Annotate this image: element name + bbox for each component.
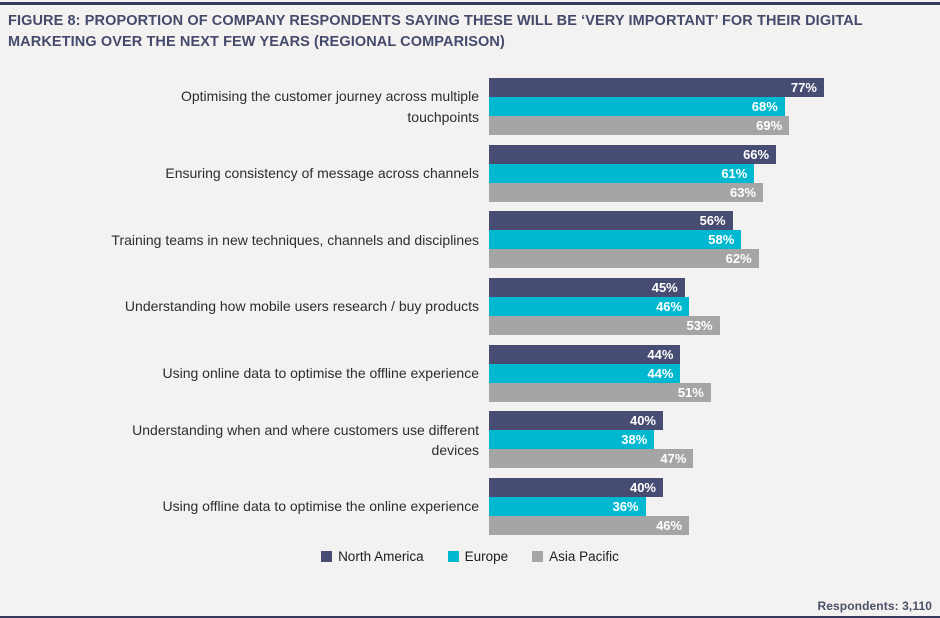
bar-group: 40% 36% 46%	[489, 478, 924, 536]
bar-group: 40% 38% 47%	[489, 411, 924, 469]
category-label: Understanding how mobile users research …	[0, 278, 489, 335]
figure-title: FIGURE 8: PROPORTION OF COMPANY RESPONDE…	[8, 11, 932, 52]
bar-europe: 38%	[489, 430, 655, 450]
bar-north-america: 45%	[489, 278, 685, 298]
bar-value-label: 66%	[743, 146, 770, 162]
bar-value-label: 62%	[725, 251, 752, 267]
bar-value-label: 61%	[721, 165, 748, 181]
bar-asia-pacific: 53%	[489, 316, 720, 336]
chart-row-3: Training teams in new techniques, channe…	[0, 211, 940, 269]
legend-label: Asia Pacific	[549, 549, 619, 564]
bar-europe: 44%	[489, 363, 681, 383]
bar-europe: 68%	[489, 97, 785, 116]
bar-value-label: 68%	[751, 99, 778, 114]
top-rule	[0, 2, 940, 5]
bar-value-label: 40%	[629, 413, 656, 429]
bar-north-america: 66%	[489, 144, 777, 164]
bar-north-america: 44%	[489, 344, 681, 364]
legend-item-europe: Europe	[447, 549, 509, 564]
category-label-line: touchpoints	[407, 108, 479, 125]
legend-label: Europe	[464, 549, 509, 564]
bar-value-label: 40%	[629, 480, 656, 496]
bar-north-america: 40%	[489, 478, 663, 498]
bar-north-america: 40%	[489, 411, 663, 431]
chart-row-4: Understanding how mobile users research …	[0, 278, 940, 336]
chart-row-6: Understanding when and where customers u…	[0, 411, 940, 469]
bar-value-label: 45%	[651, 280, 678, 296]
category-label: Using offline data to optimise the onlin…	[0, 478, 489, 535]
bar-asia-pacific: 51%	[489, 382, 711, 402]
bar-asia-pacific: 63%	[489, 182, 764, 202]
bar-group: 44% 44% 51%	[489, 344, 924, 402]
category-label: Optimising the customer journey across m…	[0, 78, 489, 135]
bar-europe: 58%	[489, 230, 742, 250]
legend-label: North America	[338, 549, 424, 564]
bar-value-label: 38%	[621, 432, 648, 448]
bar-north-america: 77%	[489, 78, 824, 97]
category-label-line: Using offline data to optimise the onlin…	[162, 498, 480, 515]
bar-value-label: 77%	[790, 80, 817, 95]
figure-title-line-1: FIGURE 8: PROPORTION OF COMPANY RESPONDE…	[8, 13, 863, 29]
bar-value-label: 69%	[756, 118, 783, 133]
bar-europe: 46%	[489, 297, 690, 317]
chart-row-1: Optimising the customer journey across m…	[0, 78, 940, 135]
category-label: Ensuring consistency of message across c…	[0, 145, 489, 202]
bar-group: 77% 68% 69%	[489, 78, 924, 135]
bar-value-label: 58%	[708, 232, 735, 248]
legend-swatch-europe	[447, 551, 459, 562]
bar-value-label: 56%	[699, 213, 726, 229]
legend-item-north-america: North America	[321, 549, 424, 564]
figure-title-line-2: MARKETING OVER THE NEXT FEW YEARS (REGIO…	[8, 33, 505, 50]
category-label-line: devices	[431, 441, 479, 458]
bar-group: 45% 46% 53%	[489, 278, 924, 336]
bar-value-label: 63%	[730, 184, 757, 200]
chart-row-7: Using offline data to optimise the onlin…	[0, 478, 940, 536]
bar-north-america: 56%	[489, 211, 733, 231]
respondents-note: Respondents: 3,110	[817, 599, 932, 613]
category-label-line: Using online data to optimise the offlin…	[162, 365, 480, 382]
legend-item-asia-pacific: Asia Pacific	[532, 549, 619, 564]
bar-europe: 61%	[489, 163, 755, 183]
category-label-line: Ensuring consistency of message across c…	[165, 165, 479, 182]
category-label-line: Understanding how mobile users research …	[124, 298, 479, 315]
bar-value-label: 44%	[647, 346, 674, 362]
bar-europe: 36%	[489, 497, 646, 517]
bar-value-label: 36%	[612, 499, 639, 515]
bar-value-label: 51%	[677, 384, 704, 400]
legend: North America Europe Asia Pacific	[0, 549, 940, 564]
legend-swatch-asia-pacific	[532, 551, 544, 562]
category-label: Using online data to optimise the offlin…	[0, 345, 489, 402]
bar-value-label: 44%	[647, 365, 674, 381]
bar-asia-pacific: 62%	[489, 249, 759, 269]
bar-value-label: 53%	[686, 318, 713, 334]
category-label-line: Optimising the customer journey across m…	[180, 88, 479, 105]
bottom-rule	[0, 616, 940, 618]
chart-row-2: Ensuring consistency of message across c…	[0, 144, 940, 202]
bar-group: 56% 58% 62%	[489, 211, 924, 269]
category-label: Understanding when and where customers u…	[0, 411, 489, 468]
chart-row-5: Using online data to optimise the offlin…	[0, 344, 940, 402]
category-label-line: Understanding when and where customers u…	[132, 421, 479, 438]
bar-value-label: 47%	[660, 451, 687, 467]
legend-swatch-north-america	[321, 551, 333, 562]
chart-rows: Optimising the customer journey across m…	[0, 78, 940, 545]
category-label: Training teams in new techniques, channe…	[0, 211, 489, 268]
bar-group: 66% 61% 63%	[489, 144, 924, 202]
category-label-line: Training teams in new techniques, channe…	[111, 231, 479, 248]
bar-value-label: 46%	[656, 299, 683, 315]
bar-asia-pacific: 46%	[489, 516, 690, 536]
bar-value-label: 46%	[656, 518, 683, 534]
bar-asia-pacific: 69%	[489, 116, 790, 135]
bar-asia-pacific: 47%	[489, 449, 694, 469]
